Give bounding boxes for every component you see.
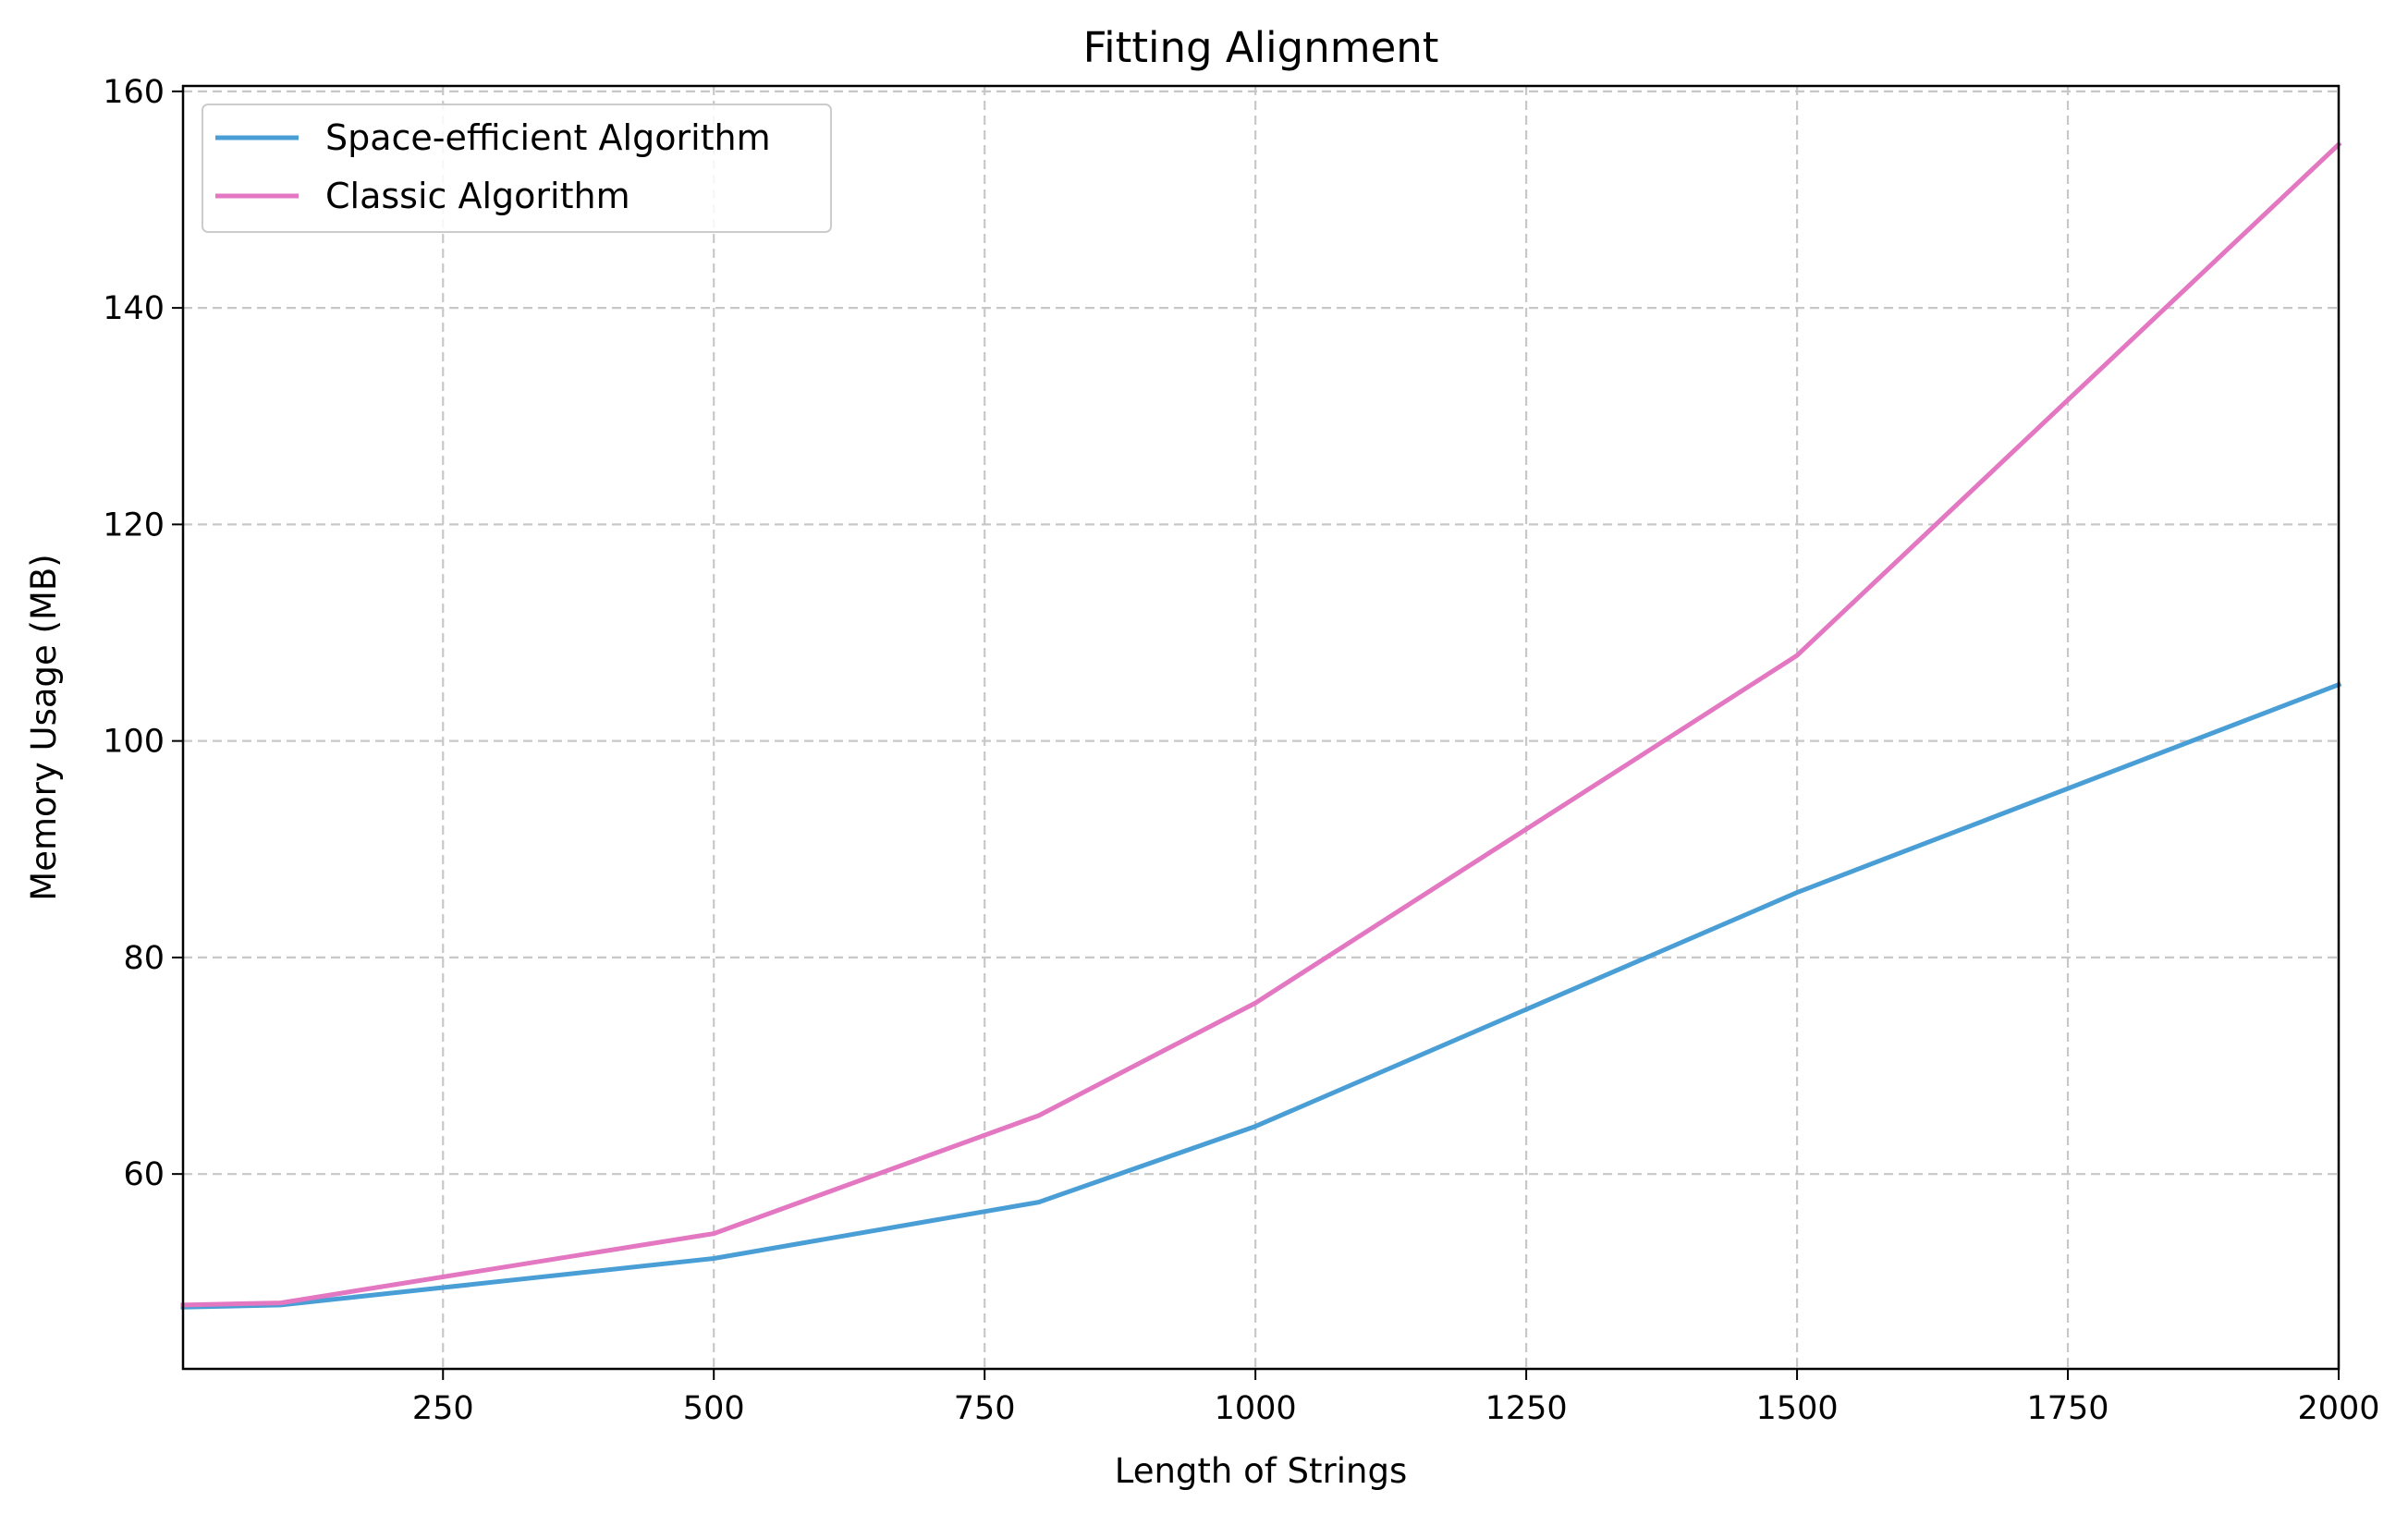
- y-tick-label: 100: [103, 724, 165, 761]
- chart-title: Fitting Alignment: [1083, 23, 1439, 72]
- y-tick-label: 160: [103, 74, 165, 111]
- x-tick-label: 500: [683, 1390, 745, 1427]
- y-tick-label: 140: [103, 290, 165, 327]
- legend-label: Classic Algorithm: [325, 176, 630, 216]
- x-tick-label: 1750: [2026, 1390, 2109, 1427]
- legend-box: [202, 104, 832, 233]
- x-tick-label: 1250: [1485, 1390, 1568, 1427]
- x-tick-label: 2000: [2297, 1390, 2379, 1427]
- grid: [183, 86, 2341, 1369]
- y-tick-label: 120: [103, 507, 165, 543]
- y-tick-label: 80: [123, 940, 165, 977]
- series-lines: [180, 140, 2342, 1310]
- y-axis-label: Memory Usage (MB): [24, 554, 64, 900]
- y-tick-label: 60: [123, 1156, 165, 1193]
- x-axis-label: Length of Strings: [1115, 1451, 1408, 1491]
- series-line-classic: [180, 140, 2342, 1308]
- plot-frame: [181, 84, 2341, 1371]
- x-tick-label: 1500: [1756, 1390, 1839, 1427]
- x-tick-label: 1000: [1215, 1390, 1297, 1427]
- series-line-space-efficient: [180, 681, 2342, 1310]
- x-tick-label: 250: [412, 1390, 474, 1427]
- legend: Space-efficient Algorithm Classic Algorit…: [202, 104, 832, 233]
- x-tick-label: 750: [954, 1390, 1016, 1427]
- legend-label: Space-efficient Algorithm: [325, 117, 771, 158]
- axis-ticks: 250 500 750 1000 1250 1500 1750 2000 60 80 100 120 1…: [103, 74, 2379, 1427]
